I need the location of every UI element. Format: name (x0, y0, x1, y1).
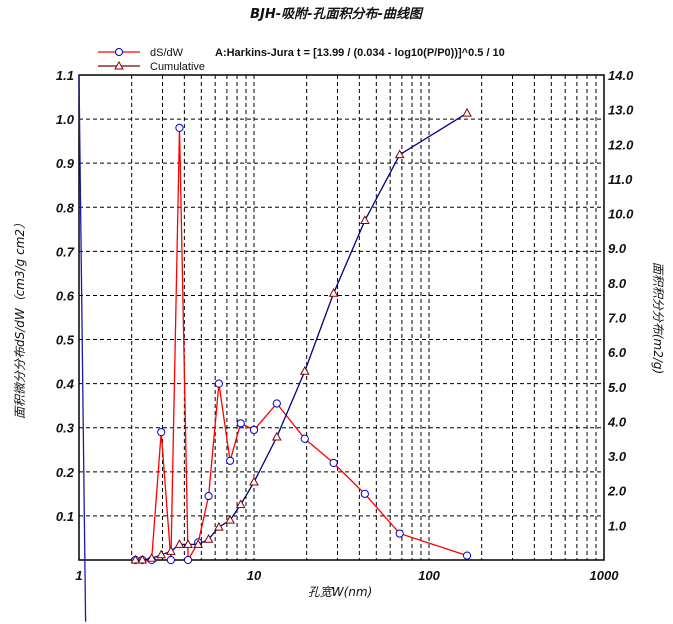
y-axis-label-left: 面积微分分布dS/dW（cm3/g cm2） (13, 217, 27, 419)
cumulative-point (249, 476, 259, 486)
cumulative-point (271, 431, 282, 441)
y-right-tick-label: 10.0 (608, 207, 634, 222)
cumulative-point (214, 521, 224, 531)
cumulative-point (299, 365, 310, 375)
dsdw-point (462, 551, 472, 560)
tick-labels: 1 10 100 1000 0.1 0.2 0.3 0.4 0.5 0.6 0.7 0.8 0.9 1.0… (56, 68, 634, 583)
dsdw-point (225, 456, 235, 465)
y-right-tick-label: 5.0 (608, 380, 627, 395)
y-right-tick-label: 7.0 (608, 311, 627, 326)
dsdw-point (300, 434, 309, 443)
cumulative-point (130, 554, 141, 564)
method-annotation: A:Harkins-Jura t = [13.99 / (0.034 - log… (215, 47, 505, 59)
series-line-2 (78, 74, 87, 622)
y-right-tick-label: 2.0 (607, 484, 627, 499)
y-right-tick-label: 4.0 (607, 414, 627, 429)
cumulative-point (174, 539, 185, 548)
dsdw-point (395, 529, 404, 538)
dsdw-point (214, 379, 223, 388)
y-left-tick-label: 0.4 (56, 377, 75, 392)
y-left-tick-label: 0.5 (56, 333, 75, 348)
y-left-tick-label: 0.7 (56, 244, 75, 259)
y-left-tick-label: 0.9 (56, 156, 75, 171)
dsdw-point (166, 555, 175, 565)
x-tick-label: 1000 (590, 568, 620, 583)
dsdw-point (183, 555, 193, 565)
dsdw-point (360, 489, 369, 498)
cumulative-point (360, 215, 370, 224)
legend-marker-dsdw (115, 48, 123, 56)
y-right-tick-label: 3.0 (608, 449, 627, 464)
plot-frame (78, 74, 605, 561)
dsdw-point (204, 491, 213, 501)
y-left-tick-label: 0.8 (56, 200, 75, 215)
y-right-tick-label: 8.0 (608, 276, 627, 291)
cumulative-point (193, 539, 204, 548)
dsdw-point (272, 399, 281, 408)
cumulative-point (394, 149, 405, 159)
legend: dS/dW Cumulative (98, 47, 205, 73)
cumulative-point (137, 554, 148, 564)
dsdw-point (249, 425, 259, 435)
y-left-tick-label: 0.1 (56, 509, 74, 524)
cumulative-point (183, 539, 193, 548)
x-tick-label: 1 (75, 568, 82, 583)
cumulative-point (166, 546, 176, 555)
series-line-1 (135, 112, 468, 561)
x-axis-label: 孔宽W(nm) (308, 585, 373, 599)
cumulative-point (235, 499, 246, 509)
cumulative-point (203, 533, 214, 543)
cumulative-point (146, 553, 157, 562)
y-left-tick-label: 1.1 (56, 68, 74, 83)
dsdw-point (157, 428, 166, 437)
y-left-tick-label: 1.0 (56, 112, 75, 127)
series-line-0 (135, 127, 468, 563)
grid-lines (79, 75, 604, 560)
y-right-tick-label: 13.0 (608, 103, 634, 118)
chart-title: BJH-吸附-孔面积分布-曲线图 (250, 6, 424, 22)
y-left-tick-label: 0.6 (56, 288, 75, 303)
y-left-tick-label: 0.3 (56, 421, 75, 436)
dsdw-point (175, 123, 184, 133)
y-right-tick-label: 9.0 (608, 241, 627, 256)
y-right-tick-label: 1.0 (608, 518, 627, 533)
dsdw-point (236, 419, 245, 428)
cumulative-point (462, 107, 472, 117)
y-right-tick-label: 6.0 (608, 345, 627, 360)
x-tick-label: 10 (247, 568, 262, 583)
y-axis-label-right: 面积积分分布(m2/g) (651, 262, 665, 374)
legend-label-dsdw: dS/dW (150, 47, 184, 59)
cumulative-point (328, 288, 339, 297)
y-right-tick-label: 11.0 (608, 172, 633, 187)
series-layer (78, 74, 472, 622)
dsdw-point (329, 458, 338, 468)
cumulative-point (225, 514, 235, 524)
y-right-tick-label: 12.0 (608, 137, 634, 152)
legend-marker-cumulative (114, 60, 124, 70)
cumulative-point (156, 549, 167, 559)
x-tick-label: 100 (418, 568, 440, 583)
legend-label-cumulative: Cumulative (150, 61, 205, 73)
y-right-tick-label: 14.0 (608, 68, 634, 83)
y-left-tick-label: 0.2 (56, 465, 75, 480)
